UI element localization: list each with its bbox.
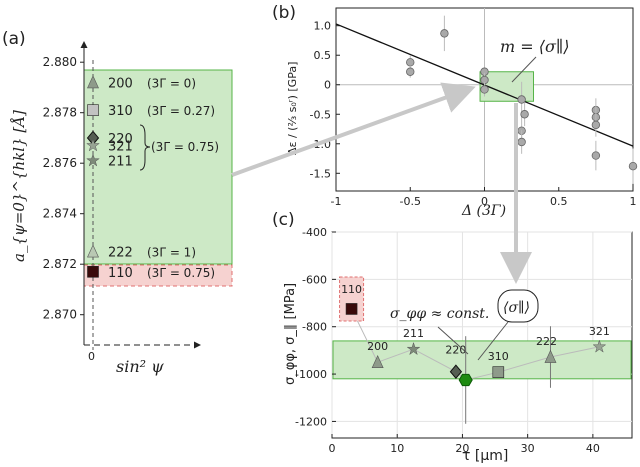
panel-a-note-200: (3Γ = 0) xyxy=(147,76,196,90)
panel-b-y-tick-label: 1.0 xyxy=(314,20,332,33)
panel-c-x-tick-label: 10 xyxy=(390,442,404,455)
panel-b-y-label: Δε / (²⁄₃ s₀ʳ) [GPa] xyxy=(286,62,299,155)
panel-b-y-tick-label: -1.5 xyxy=(310,167,331,180)
panel-b-point xyxy=(520,110,529,119)
panel-c-par-pointer xyxy=(477,321,509,361)
panel-c-frame xyxy=(331,231,633,439)
panel-c-annotation-par-box xyxy=(497,289,539,323)
panel-c-y-tick-label: -1000 xyxy=(295,368,327,381)
panel-b-point xyxy=(591,120,601,130)
panel-label-b: (b) xyxy=(272,3,296,23)
panel-a-note-222: (3Γ = 1) xyxy=(147,246,196,260)
panel-c-annotation-par: ⟨σ∥⟩ xyxy=(503,300,530,316)
panel-c-label-222: 222 xyxy=(536,335,557,348)
panel-a-y-tick-label: 2.874 xyxy=(43,207,77,221)
panel-a-label-222: 222 xyxy=(108,246,133,261)
panel-c-y-tick-label: -400 xyxy=(302,226,327,239)
panel-b-annotation-pointer xyxy=(511,56,537,83)
panel-c-y-label: σ_φφ, σ_∥ [MPa] xyxy=(283,283,298,385)
panel-b-point xyxy=(406,58,415,67)
panel-a-green-band xyxy=(83,69,233,265)
panel-a-y-tick-label: 2.876 xyxy=(43,156,77,170)
panel-c-label-310: 310 xyxy=(488,350,509,363)
panel-b-x-tick-label: 0 xyxy=(481,195,488,208)
panel-c-marker-avg xyxy=(458,373,473,387)
panel-b-point xyxy=(591,151,601,160)
panel-b-point xyxy=(517,137,526,147)
panel-b-point xyxy=(480,85,489,94)
panel-b: -1-0.500.511.00.50-0.5-1.0-1.5 Δ (3Γ) Δε… xyxy=(286,7,638,219)
panel-a-note-310: (3Γ = 0.27) xyxy=(147,104,215,118)
panel-c-marker-200 xyxy=(371,355,384,369)
panel-b-point xyxy=(406,67,415,76)
panel-a-label-310: 310 xyxy=(108,104,133,119)
panel-c-marker-222 xyxy=(544,349,557,363)
panel-c-connector xyxy=(351,308,600,381)
panel-a-label-110: 110 xyxy=(108,266,133,281)
panel-b-y-tick-label: 0 xyxy=(324,79,331,92)
panel-c-y-tick-label: -1200 xyxy=(295,415,327,428)
panel-a-marker-222 xyxy=(87,244,99,258)
panel-c-x-tick-label: 20 xyxy=(455,442,469,455)
panel-c-x-tick-label: 0 xyxy=(329,442,336,455)
panel-c-x-label: τ [μm] xyxy=(462,448,508,463)
panel-a-marker-200 xyxy=(87,75,99,89)
panel-label-c: (c) xyxy=(272,210,295,230)
panel-a-red-band xyxy=(83,264,233,287)
panel-b-point xyxy=(517,95,526,104)
panel-b-x-label: Δ (3Γ) xyxy=(461,203,506,219)
panel-a-marker-310 xyxy=(87,104,99,116)
panel-a-x-tick-label: 0 xyxy=(88,350,95,363)
panel-a-y-tick-label: 2.870 xyxy=(43,308,77,322)
panel-c-y-tick-label: -800 xyxy=(302,321,327,334)
panel-b-x-tick-label: 0.5 xyxy=(550,195,568,208)
panel-c: 0 10 20 30 40 -400 -600 -800 -1000 -1200 110 200 21… xyxy=(283,226,633,464)
panel-a-group-brace xyxy=(139,124,151,171)
panel-a-marker-110 xyxy=(87,265,99,278)
panel-c-green-band xyxy=(332,340,632,380)
panel-c-marker-110 xyxy=(345,303,358,315)
panel-a-y-label: a_{ψ=0}^{hkl} [Å] xyxy=(10,110,28,262)
arrow-a-to-b xyxy=(231,82,476,177)
panel-b-point xyxy=(628,162,638,171)
panel-a-y-tick-label: 2.878 xyxy=(43,106,77,120)
panel-a-x-label: sin² ψ xyxy=(116,357,164,376)
panel-c-x-tick-label: 30 xyxy=(521,442,535,455)
panel-a-label-200: 200 xyxy=(108,76,133,91)
panel-a-label-220: 220 xyxy=(108,132,133,147)
panel-c-marker-310 xyxy=(492,366,505,378)
panel-a-label-321: 321 xyxy=(108,140,133,155)
panel-c-label-321: 321 xyxy=(589,325,610,338)
panel-a-marker-211 xyxy=(86,153,100,167)
panel-c-marker-211 xyxy=(406,341,421,356)
panel-c-label-200: 200 xyxy=(367,340,388,353)
panel-b-x-tick-label: -0.5 xyxy=(400,195,421,208)
panel-label-a: (a) xyxy=(2,29,26,49)
panel-c-label-211: 211 xyxy=(403,327,424,340)
panel-a-note-110: (3Γ = 0.75) xyxy=(147,266,215,280)
panel-c-marker-220 xyxy=(449,364,463,379)
panel-c-const-pointer xyxy=(437,326,469,355)
panel-b-x-tick-label: 1 xyxy=(630,195,637,208)
panel-c-x-tick-label: 40 xyxy=(586,442,600,455)
panel-a-y-tick-label: 2.872 xyxy=(43,257,77,271)
panel-b-y-tick-label: -0.5 xyxy=(310,108,331,121)
panel-a-marker-321 xyxy=(86,138,100,152)
panel-a-label-211: 211 xyxy=(108,155,133,170)
panel-b-y-tick-label: 0.5 xyxy=(314,49,332,62)
panel-c-marker-321 xyxy=(592,339,607,353)
panel-c-label-220: 220 xyxy=(445,344,466,357)
panel-c-label-110: 110 xyxy=(341,283,362,296)
panel-c-annotation-const: σ_φφ ≈ const. xyxy=(390,306,489,322)
panel-b-point xyxy=(440,29,449,38)
panel-b-x-tick-label: -1 xyxy=(331,195,342,208)
panel-c-y-tick-label: -600 xyxy=(302,273,327,286)
panel-a-group-note: (3Γ = 0.75) xyxy=(151,140,219,154)
panel-b-annotation: m = ⟨σ∥⟩ xyxy=(500,37,570,56)
panel-a-y-tick-label: 2.880 xyxy=(43,55,77,69)
